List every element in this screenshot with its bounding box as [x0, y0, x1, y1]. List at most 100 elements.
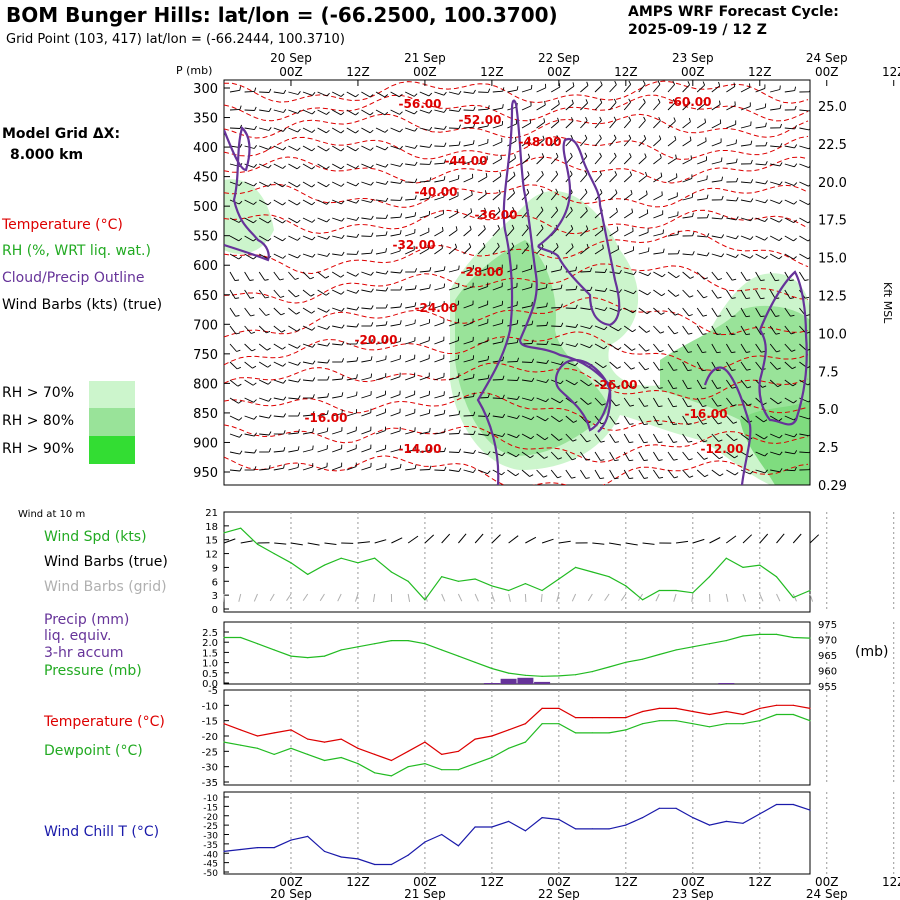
profile-wind-barb — [565, 103, 574, 111]
profile-wind-barb-flag — [557, 117, 560, 122]
wind-barb-true — [374, 539, 387, 544]
profile-wind-barb-flag — [793, 201, 798, 205]
profile-wind-barb-flag — [589, 286, 593, 291]
profile-wind-barb — [740, 235, 751, 241]
profile-wind-barb-flag — [615, 207, 618, 212]
profile-wind-barb — [740, 144, 751, 147]
profile-wind-barb — [317, 91, 327, 97]
profile-wind-barb — [784, 343, 792, 352]
wind-barb-grid — [587, 593, 593, 602]
temperature-contour-label: -44.00 — [445, 154, 488, 168]
profile-wind-barb — [711, 397, 718, 407]
profile-wind-barb-flag — [341, 409, 343, 414]
profile-wind-barb — [463, 322, 474, 327]
profile-wind-barb-flag — [735, 197, 739, 202]
profile-wind-barb — [302, 307, 312, 314]
pressure-point — [708, 643, 711, 645]
profile-wind-barb-flag — [341, 324, 345, 329]
temperature-point — [357, 747, 359, 749]
temperature-point — [508, 729, 510, 731]
dewpoint-point — [390, 775, 392, 777]
profile-wind-barb-flag — [297, 91, 301, 95]
profile-wind-barb — [229, 469, 240, 472]
wind-chill-ytick-label: -35 — [203, 841, 218, 851]
profile-wind-barb-flag — [429, 267, 432, 272]
profile-wind-barb — [769, 271, 776, 281]
top-time-tick-label: 12Z — [480, 65, 504, 79]
pressure-point — [340, 649, 342, 651]
profile-wind-barb — [580, 271, 591, 273]
profile-wind-barb-flag — [312, 360, 316, 365]
wind-barb-grid — [759, 593, 764, 602]
profile-wind-barb-flag — [400, 196, 403, 201]
profile-wind-barb — [288, 397, 299, 400]
profile-wind-barb — [594, 248, 604, 255]
wind-barb-true — [307, 542, 320, 546]
profile-wind-barb — [331, 109, 342, 116]
profile-wind-barb-flag — [251, 331, 256, 334]
profile-wind-barb — [331, 127, 342, 134]
profile-wind-barb-flag — [572, 82, 575, 87]
profile-wind-barb-flag — [746, 279, 751, 281]
profile-wind-barb-flag — [355, 165, 360, 169]
dewpoint-point — [541, 723, 543, 725]
profile-wind-barb-flag — [807, 220, 810, 224]
profile-wind-barb — [521, 415, 532, 421]
profile-wind-barb-flag — [516, 376, 520, 381]
dewpoint-point — [474, 763, 476, 765]
profile-wind-barb-flag — [471, 190, 473, 196]
pressure-point — [775, 633, 778, 636]
profile-wind-barb-flag — [443, 108, 447, 113]
profile-wind-barb-flag — [235, 332, 241, 335]
profile-wind-barb-flag — [326, 218, 330, 223]
profile-wind-barb — [419, 127, 430, 131]
profile-wind-barb — [784, 361, 793, 370]
profile-wind-barb-flag — [239, 124, 243, 129]
profile-wind-barb — [302, 181, 312, 188]
dewpoint-point — [508, 747, 510, 749]
pressure-tick-label: 700 — [193, 318, 218, 333]
profile-wind-barb — [375, 289, 386, 292]
profile-wind-barb-flag — [721, 176, 724, 181]
profile-wind-barb — [346, 412, 357, 417]
temperature-point — [307, 738, 309, 740]
profile-wind-barb — [682, 433, 689, 443]
wind-speed-point — [508, 589, 510, 592]
profile-wind-barb-flag — [497, 207, 501, 212]
profile-wind-barb — [667, 433, 674, 443]
pressure-point — [809, 637, 811, 639]
profile-wind-barb — [317, 431, 328, 435]
profile-wind-barb — [258, 289, 266, 299]
precip-ytick-label: 2.0 — [202, 638, 218, 649]
profile-wind-barb-flag — [631, 348, 636, 351]
profile-wind-barb — [740, 289, 747, 299]
profile-wind-barb — [361, 359, 372, 363]
dewpoint-point — [625, 729, 627, 731]
wind-barb-grid — [540, 593, 543, 603]
profile-wind-barb-flag — [234, 279, 240, 282]
legend-rh70-label: RH > 70% — [2, 385, 75, 401]
profile-wind-barb — [492, 141, 503, 147]
profile-wind-barb — [288, 432, 299, 435]
profile-wind-barb — [273, 325, 282, 333]
profile-wind-barb-flag — [570, 225, 574, 229]
precip-ytick-label: 0.0 — [202, 679, 218, 690]
profile-wind-barb-flag — [370, 215, 374, 220]
temperature-point — [340, 738, 342, 740]
profile-wind-barb-flag — [310, 276, 314, 280]
pressure-ytick-label: 965 — [818, 651, 837, 662]
profile-wind-barb-flag — [749, 255, 754, 259]
profile-wind-barb-flag — [765, 180, 768, 185]
pressure-point — [558, 675, 560, 677]
profile-wind-barb — [273, 271, 281, 281]
profile-wind-barb-flag — [544, 437, 549, 441]
profile-wind-barb — [536, 228, 544, 237]
profile-wind-barb — [434, 230, 444, 237]
profile-wind-barb — [638, 361, 646, 371]
profile-wind-barb-flag — [646, 311, 651, 315]
profile-wind-barb-flag — [283, 447, 286, 452]
dewpoint-point — [575, 732, 577, 734]
height-tick-label: 10.0 — [818, 327, 847, 342]
profile-wind-barb — [448, 414, 459, 417]
profile-wind-barb — [755, 289, 761, 299]
